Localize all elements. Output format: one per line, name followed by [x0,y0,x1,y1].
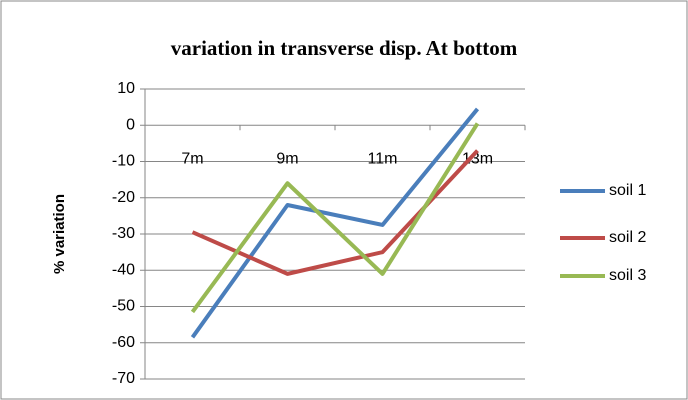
series-line [190,107,480,339]
y-tick-label: -10 [112,153,135,170]
y-tick-label: -30 [112,225,135,242]
legend-label: soil 2 [609,229,646,246]
legend-label: soil 3 [609,267,646,284]
y-tick-label: -50 [112,298,135,315]
chart-title: variation in transverse disp. At bottom [171,36,518,60]
y-tick-label: -40 [112,261,135,278]
x-tick-label: 13m [462,150,493,167]
y-tick-label: -60 [112,334,135,351]
y-tick-label: -20 [112,189,135,206]
x-tick-label: 9m [276,150,298,167]
x-tick-label: 11m [368,150,398,167]
y-tick-label: 10 [117,80,135,97]
y-axis-label: % variation [51,194,68,274]
x-tick-label: 7m [181,150,203,167]
series-line [190,122,480,314]
y-tick-label: 0 [126,116,135,133]
y-tick-label: -70 [112,370,135,387]
legend-label: soil 1 [609,182,646,199]
